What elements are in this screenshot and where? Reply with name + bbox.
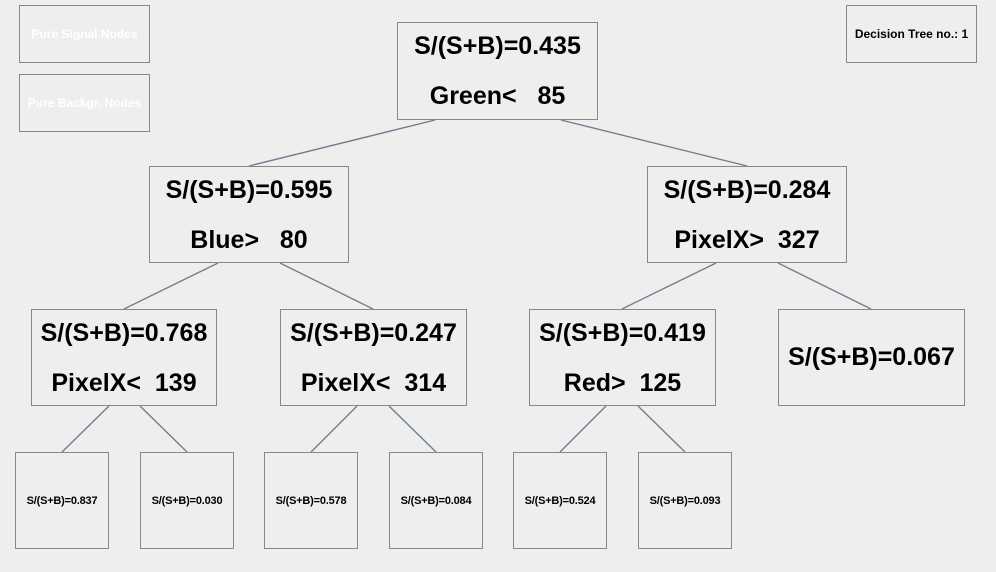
node-purity: S/(S+B)=0.524 (524, 494, 596, 507)
node-purity: S/(S+B)=0.030 (151, 494, 223, 507)
node-right: S/(S+B)=0.284 PixelX> 327 (647, 166, 847, 263)
tree-edge-11 (559, 405, 607, 453)
leaf-3: S/(S+B)=0.578 (264, 452, 358, 549)
node-left: S/(S+B)=0.595 Blue> 80 (149, 166, 349, 263)
legend-pure-background: Pure Backgr. Nodes (19, 74, 150, 132)
tree-edge-12 (637, 405, 686, 453)
leaf-1: S/(S+B)=0.837 (15, 452, 109, 549)
tree-edge-7 (61, 405, 110, 453)
node-cut: Green< 85 (429, 82, 566, 110)
leaf-4: S/(S+B)=0.084 (389, 452, 483, 549)
node-root: S/(S+B)=0.435 Green< 85 (397, 22, 598, 120)
node-purity: S/(S+B)=0.435 (414, 32, 581, 60)
node-cut: PixelX> 327 (674, 225, 820, 254)
node-purity: S/(S+B)=0.419 (539, 318, 706, 347)
legend-signal-label: Pure Signal Nodes (31, 27, 138, 41)
node-right-left: S/(S+B)=0.419 Red> 125 (529, 309, 716, 406)
node-left-right: S/(S+B)=0.247 PixelX< 314 (280, 309, 467, 406)
node-cut: PixelX< 139 (51, 368, 197, 397)
leaf-5: S/(S+B)=0.524 (513, 452, 607, 549)
tree-edge-9 (310, 405, 358, 453)
tree-edge-6 (777, 262, 872, 310)
leaf-2: S/(S+B)=0.030 (140, 452, 234, 549)
legend-pure-signal: Pure Signal Nodes (19, 5, 150, 63)
tree-edge-2 (560, 119, 748, 167)
tree-edge-8 (139, 405, 188, 453)
node-left-left: S/(S+B)=0.768 PixelX< 139 (31, 309, 217, 406)
node-purity: S/(S+B)=0.084 (400, 494, 472, 507)
tree-title: Decision Tree no.: 1 (846, 5, 977, 63)
tree-edge-5 (621, 262, 717, 310)
node-purity: S/(S+B)=0.837 (26, 494, 98, 507)
tree-edge-4 (279, 262, 374, 310)
tree-edge-3 (123, 262, 219, 310)
legend-background-label: Pure Backgr. Nodes (27, 96, 142, 110)
node-purity: S/(S+B)=0.595 (165, 175, 333, 204)
leaf-right-right: S/(S+B)=0.067 (778, 309, 965, 406)
node-purity: S/(S+B)=0.768 (40, 318, 208, 347)
tree-edge-10 (388, 405, 437, 453)
tree-edge-1 (248, 119, 436, 167)
node-purity: S/(S+B)=0.578 (275, 494, 347, 507)
leaf-6: S/(S+B)=0.093 (638, 452, 732, 549)
node-purity: S/(S+B)=0.067 (788, 343, 955, 371)
node-purity: S/(S+B)=0.247 (290, 318, 457, 347)
node-cut: Red> 125 (563, 368, 682, 397)
node-purity: S/(S+B)=0.284 (663, 175, 831, 204)
node-cut: Blue> 80 (190, 225, 308, 254)
node-cut: PixelX< 314 (300, 368, 447, 397)
tree-title-label: Decision Tree no.: 1 (854, 27, 969, 41)
node-purity: S/(S+B)=0.093 (649, 494, 721, 507)
